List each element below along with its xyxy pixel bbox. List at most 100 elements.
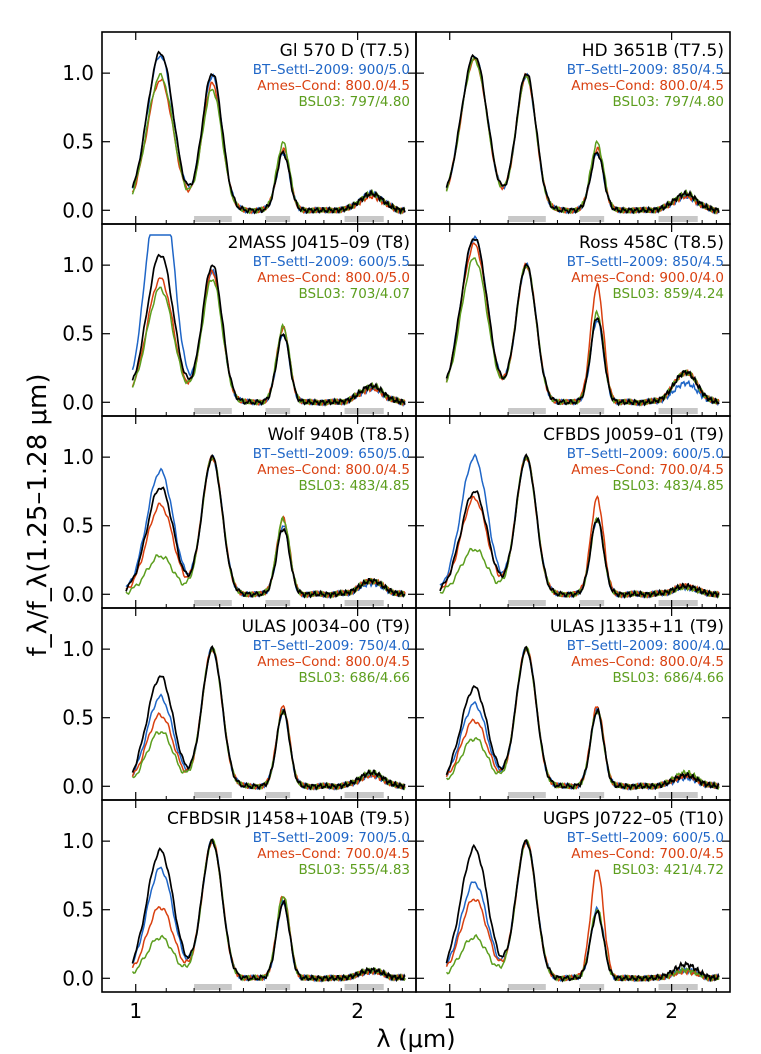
y-axis-label: f_λ/f_λ(1.25–1.28 μm) (23, 373, 53, 656)
band-bar (194, 600, 232, 606)
band-bar (579, 216, 605, 222)
observed-spectrum-line (445, 238, 720, 407)
y-tick-label: 1.0 (62, 445, 94, 469)
series-label: BT–Settl–2009: 750/4.0 (253, 638, 410, 654)
band-bar (344, 408, 384, 414)
series-label: BT–Settl–2009: 700/5.0 (253, 830, 410, 846)
band-bar (508, 408, 546, 414)
series-label: BSL03: 686/4.66 (612, 670, 724, 686)
series-label: BT–Settl–2009: 650/5.0 (253, 446, 410, 462)
series-label: BT–Settl–2009: 600/5.0 (567, 446, 724, 462)
panel-title: ULAS J0034–00 (T9) (242, 617, 410, 637)
band-bar (508, 216, 546, 222)
band-bar (579, 600, 605, 606)
band-bar (344, 216, 384, 222)
band-bar (658, 408, 698, 414)
panel-title: 2MASS J0415–09 (T8) (228, 233, 410, 253)
spectrum-panel: Ross 458C (T8.5)BT–Settl–2009: 850/4.5Am… (415, 223, 731, 417)
band-bar (579, 792, 605, 798)
series-label: BSL03: 686/4.66 (298, 670, 410, 686)
band-bar (658, 216, 698, 222)
x-tick-labels: 1 2 1 2 (129, 999, 678, 1023)
panel-title: CFBDS J0059–01 (T9) (543, 425, 724, 445)
band-bar (344, 792, 384, 798)
y-tick-label: 0.5 (62, 514, 94, 538)
y-tick-label: 0.0 (62, 390, 94, 414)
y-tick-label: 1.0 (62, 829, 94, 853)
spectrum-panel: UGPS J0722–05 (T10)BT–Settl–2009: 600/5.… (415, 799, 731, 993)
band-bar (265, 408, 291, 414)
spectrum-panel: ULAS J1335+11 (T9)BT–Settl–2009: 800/4.0… (415, 607, 731, 801)
series-label: BSL03: 421/4.72 (612, 862, 724, 878)
band-bar (344, 600, 384, 606)
series-label: BT–Settl–2009: 600/5.5 (253, 254, 410, 270)
series-label: Ames–Cond: 800.0/4.5 (571, 654, 724, 670)
series-label: Ames–Cond: 800.0/4.5 (571, 78, 724, 94)
spectrum-panel: 0.0 0.5 1.0 CFBDSIR J1458+10AB (T9.5)BT–Set… (62, 799, 417, 993)
observed-spectrum-line (439, 453, 720, 599)
band-bar (194, 984, 232, 990)
panel-title: Wolf 940B (T8.5) (267, 425, 410, 445)
observed-spectrum-line (445, 53, 720, 215)
observed-spectrum-line (131, 645, 406, 791)
x-tick-label: 1 (129, 999, 142, 1023)
panel-title: HD 3651B (T7.5) (582, 41, 724, 61)
series-label: Ames–Cond: 700.0/4.5 (257, 846, 410, 862)
series-label: Ames–Cond: 800.0/4.5 (257, 654, 410, 670)
spectrum-panel: CFBDS J0059–01 (T9)BT–Settl–2009: 600/5.… (415, 415, 731, 609)
panel-title: UGPS J0722–05 (T10) (543, 809, 724, 829)
panel-grid: 0.0 0.5 1.0 Gl 570 D (T7.5)BT–Settl–2009: 9… (62, 31, 731, 993)
spectrum-panel: 0.0 0.5 1.0 Wolf 940B (T8.5)BT–Settl–2009: … (62, 415, 417, 609)
x-tick-label: 2 (665, 999, 678, 1023)
band-bar (194, 408, 232, 414)
band-bar (508, 792, 546, 798)
band-bar (658, 984, 698, 990)
band-bar (265, 792, 291, 798)
series-label: Ames–Cond: 700.0/4.5 (571, 462, 724, 478)
band-bar (265, 984, 291, 990)
band-bar (508, 984, 546, 990)
band-bar (658, 792, 698, 798)
band-bar (579, 984, 605, 990)
band-bar (265, 600, 291, 606)
observed-spectrum-line (125, 454, 406, 600)
band-bar (579, 408, 605, 414)
observed-spectrum-line (445, 839, 720, 983)
spectrum-panel: 0.0 0.5 1.0 Gl 570 D (T7.5)BT–Settl–2009: 9… (62, 31, 417, 225)
panel-title: ULAS J1335+11 (T9) (550, 617, 724, 637)
y-tick-label: 0.5 (62, 898, 94, 922)
x-axis-label: λ (μm) (376, 1025, 455, 1053)
panel-frame (415, 799, 731, 993)
y-tick-label: 0.0 (62, 198, 94, 222)
series-label: BT–Settl–2009: 800/4.0 (567, 638, 724, 654)
panel-title: Ross 458C (T8.5) (579, 233, 724, 253)
series-label: BT–Settl–2009: 600/5.0 (567, 830, 724, 846)
series-label: BT–Settl–2009: 850/4.5 (567, 62, 724, 78)
y-tick-label: 0.5 (62, 706, 94, 730)
series-label: BSL03: 797/4.80 (298, 94, 410, 110)
series-label: Ames–Cond: 800.0/4.5 (257, 78, 410, 94)
x-tick-label: 1 (443, 999, 456, 1023)
band-bar (658, 600, 698, 606)
series-label: Ames–Cond: 800.0/4.5 (257, 462, 410, 478)
band-bar (344, 984, 384, 990)
observed-spectrum-line (131, 253, 406, 407)
series-label: Ames–Cond: 700.0/4.5 (571, 846, 724, 862)
y-tick-label: 0.0 (62, 966, 94, 990)
series-label: Ames–Cond: 900.0/4.0 (571, 270, 724, 286)
x-tick-label: 2 (351, 999, 364, 1023)
series-label: BSL03: 483/4.85 (298, 478, 410, 494)
y-tick-label: 1.0 (62, 637, 94, 661)
y-tick-label: 1.0 (62, 253, 94, 277)
band-bar (265, 216, 291, 222)
series-label: BSL03: 797/4.80 (612, 94, 724, 110)
series-label: BT–Settl–2009: 850/4.5 (567, 254, 724, 270)
y-tick-label: 0.0 (62, 582, 94, 606)
panel-title: CFBDSIR J1458+10AB (T9.5) (167, 809, 410, 829)
y-tick-label: 0.0 (62, 774, 94, 798)
observed-spectrum-line (131, 50, 406, 215)
observed-spectrum-line (131, 838, 406, 983)
series-label: BSL03: 859/4.24 (612, 286, 724, 302)
observed-spectrum-line (445, 645, 720, 791)
